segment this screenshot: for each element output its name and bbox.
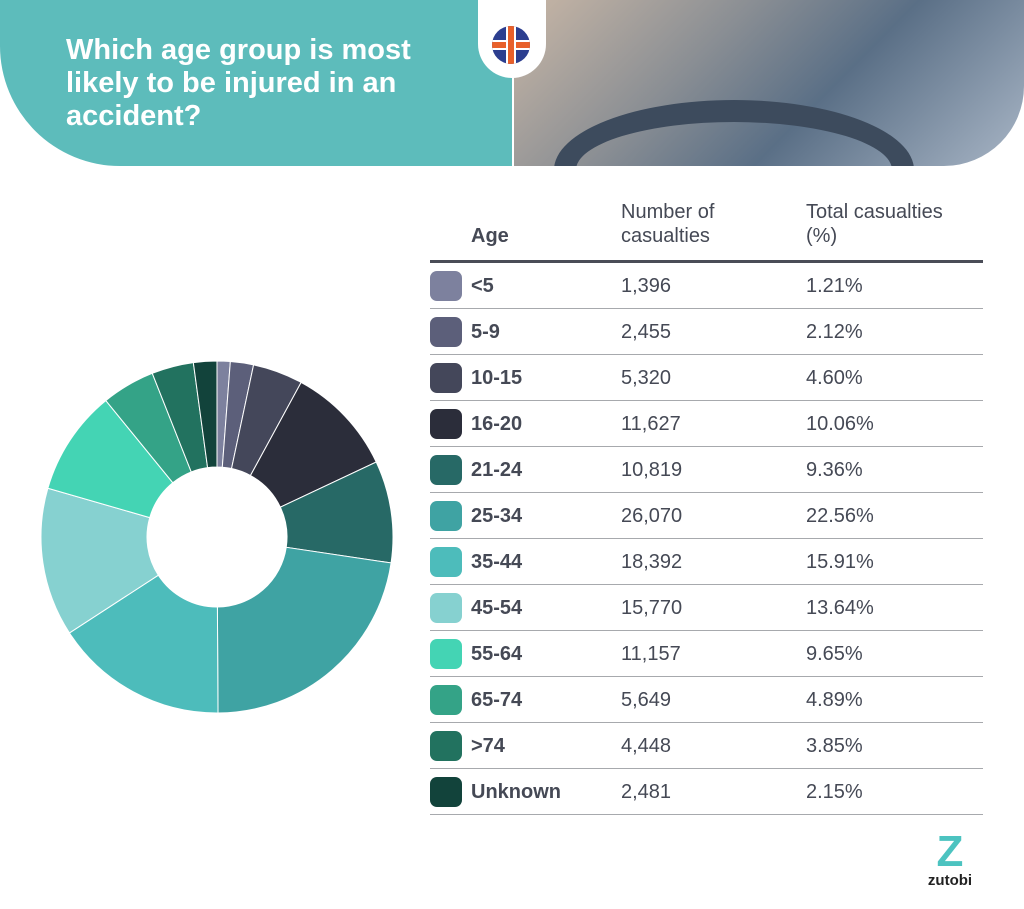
casualty-percent: 22.56% [806,505,874,527]
age-label: 55-64 [471,643,523,665]
age-label: 10-15 [471,367,523,389]
casualty-percent: 9.36% [806,459,863,481]
legend-swatch [430,455,462,485]
legend-swatch [430,685,462,715]
legend-swatch [430,271,462,301]
table-row: Unknown 2,481 2.15% [430,769,983,815]
casualty-percent: 13.64% [806,597,874,619]
uk-flag-icon [492,26,530,64]
legend-swatch [430,363,462,393]
table-row: 5-9 2,455 2.12% [430,309,983,355]
donut-slice-unknown [192,360,218,469]
table-row: 55-64 11,157 9.65% [430,631,983,677]
age-label: >74 [471,735,505,757]
header-age: Age [471,225,509,247]
age-label: 65-74 [471,689,523,711]
steering-wheel-graphic [554,100,914,166]
flag-badge [478,0,546,78]
casualty-percent: 4.60% [806,367,863,389]
page-title: Which age group is most likely to be inj… [66,34,411,132]
donut-chart [40,360,394,714]
header-percent: Total casualties (%) [806,201,943,247]
casualty-count: 5,649 [621,689,672,711]
age-label: 45-54 [471,597,523,619]
logo-text: zutobi [927,872,973,889]
header-count: Number of casualties [621,201,715,247]
header-banner: Which age group is most likely to be inj… [0,0,512,166]
casualty-count: 10,819 [621,459,683,481]
legend-swatch [430,593,462,623]
legend-swatch [430,547,462,577]
casualty-percent: 1.21% [806,275,863,297]
casualty-count: 2,455 [621,321,672,343]
casualty-percent: 15.91% [806,551,874,573]
table-row: 35-44 18,392 15.91% [430,539,983,585]
age-label: Unknown [471,781,561,803]
header-photo [514,0,1024,166]
casualty-percent: 10.06% [806,413,874,435]
age-label: 25-34 [471,505,523,527]
casualty-count: 1,396 [621,275,672,297]
casualty-percent: 9.65% [806,643,863,665]
table-header: Age Number of casualties Total casualtie… [430,198,983,263]
table-row: 16-20 11,627 10.06% [430,401,983,447]
legend-swatch [430,317,462,347]
age-label: 21-24 [471,459,523,481]
casualty-percent: 2.15% [806,781,863,803]
donut-slice-45-54 [40,487,160,634]
age-label: 35-44 [471,551,523,573]
table-row: <5 1,396 1.21% [430,263,983,309]
casualty-count: 11,157 [621,643,681,665]
age-label: 5-9 [471,321,500,343]
table-row: >74 4,448 3.85% [430,723,983,769]
legend-swatch [430,501,462,531]
table-row: 45-54 15,770 13.64% [430,585,983,631]
casualty-count: 18,392 [621,551,683,573]
casualty-count: 26,070 [621,505,683,527]
casualty-count: 11,627 [621,413,681,435]
legend-swatch [430,731,462,761]
casualty-percent: 4.89% [806,689,863,711]
donut-slice-35-44 [68,574,219,714]
casualty-percent: 3.85% [806,735,863,757]
casualty-count: 2,481 [621,781,672,803]
zutobi-logo: Z zutobi [922,827,978,890]
table-row: 25-34 26,070 22.56% [430,493,983,539]
legend-swatch [430,409,462,439]
casualty-count: 5,320 [621,367,672,389]
casualty-count: 4,448 [621,735,672,757]
table-row: 10-15 5,320 4.60% [430,355,983,401]
legend-swatch [430,639,462,669]
logo-mark: Z [936,827,964,876]
table-row: 65-74 5,649 4.89% [430,677,983,723]
table-row: 21-24 10,819 9.36% [430,447,983,493]
casualty-count: 15,770 [621,597,683,619]
age-label: <5 [471,275,494,297]
age-label: 16-20 [471,413,523,435]
casualty-percent: 2.12% [806,321,863,343]
data-table: Age Number of casualties Total casualtie… [430,198,983,815]
donut-slice-25-34 [216,546,392,714]
legend-swatch [430,777,462,807]
